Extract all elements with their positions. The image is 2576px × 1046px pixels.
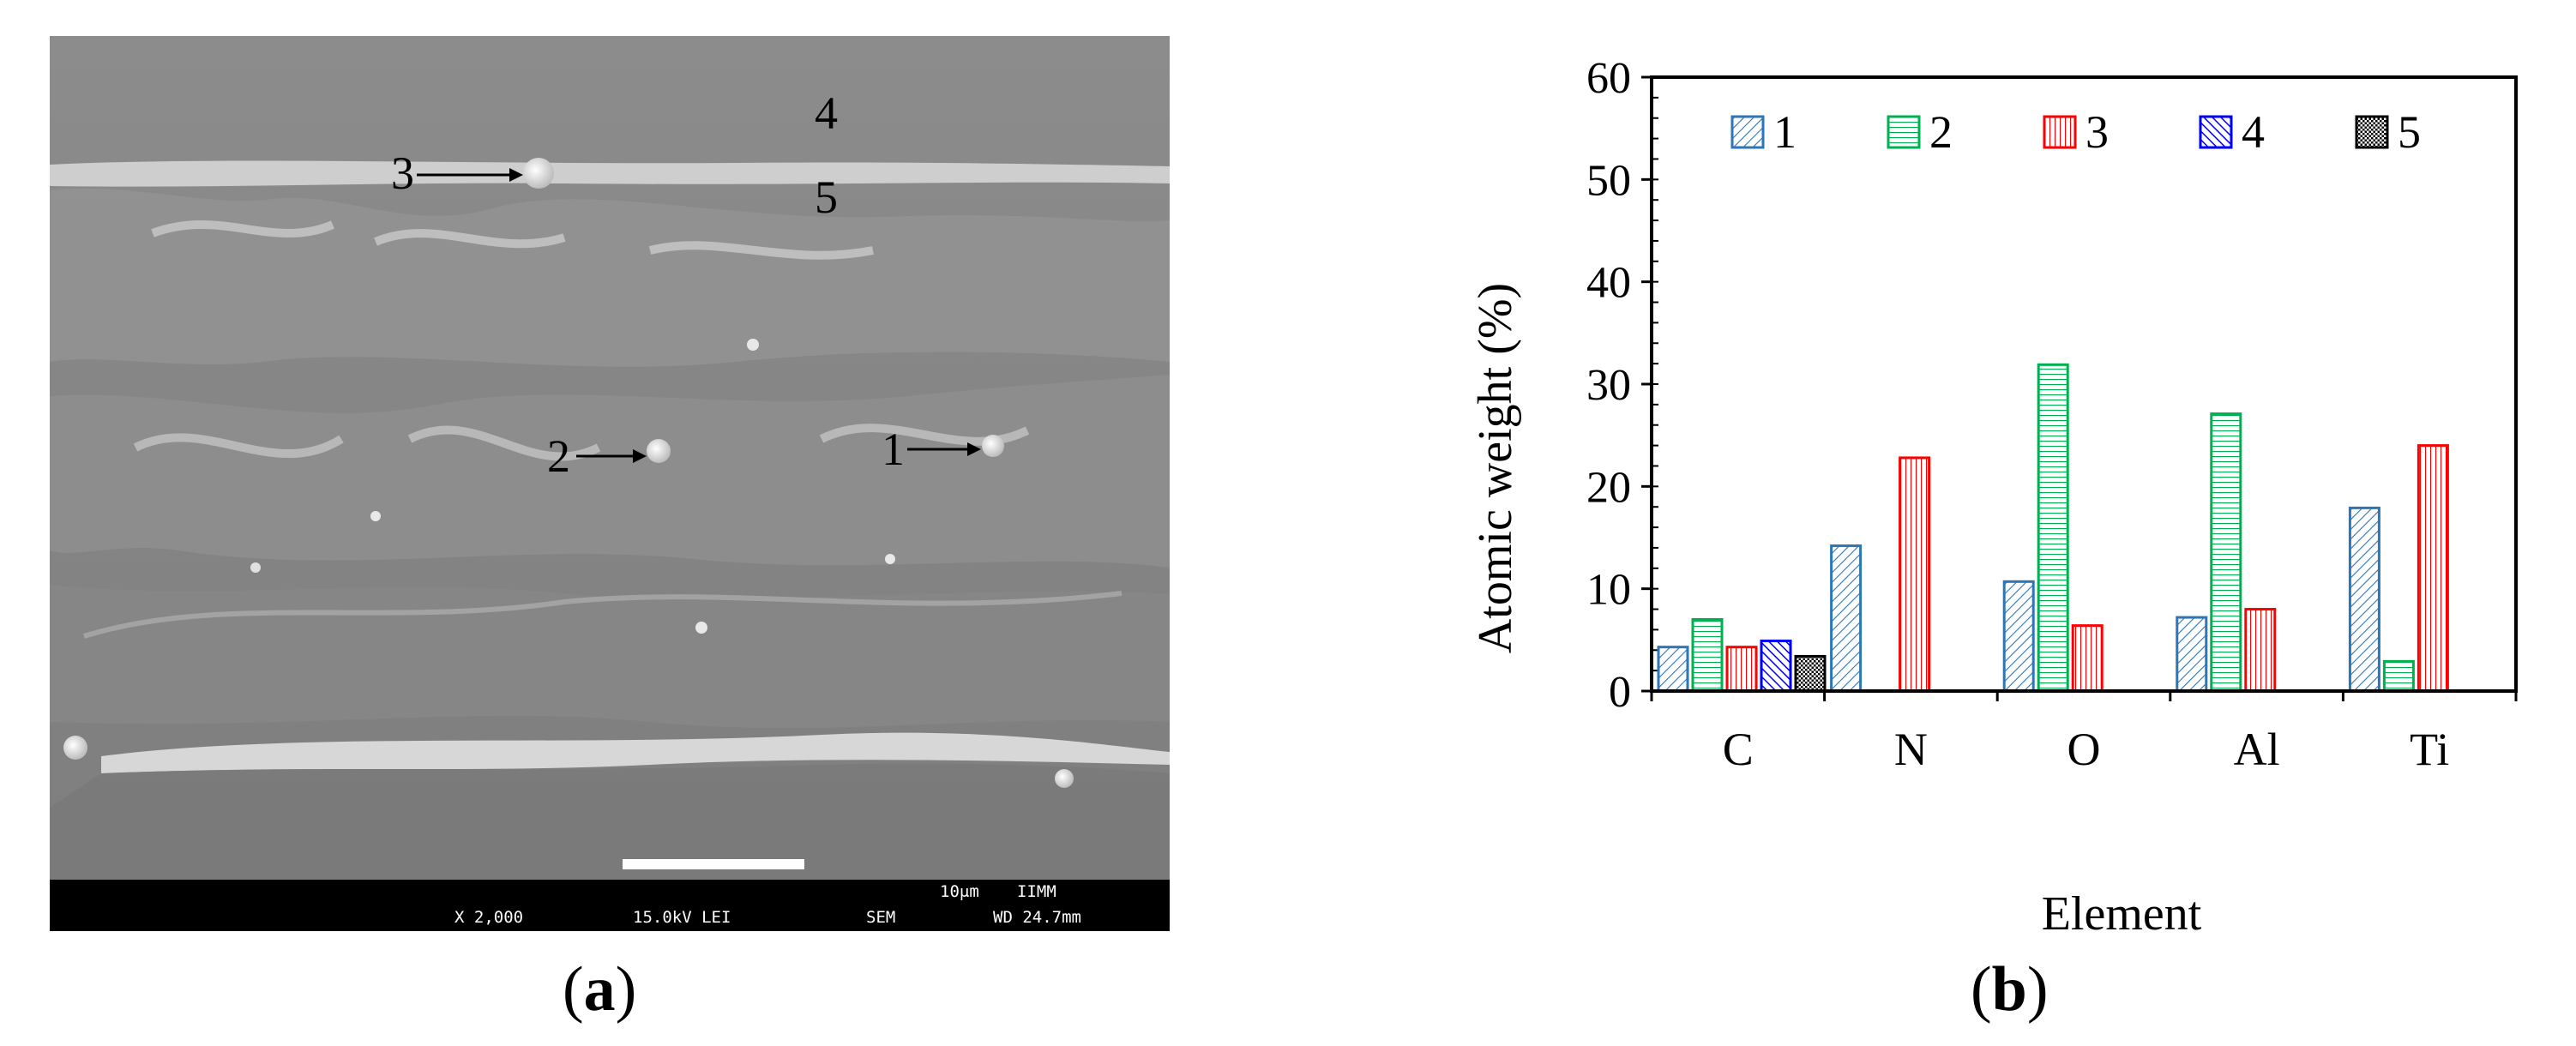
- bars: [1657, 363, 2449, 693]
- marker-label-2: 2: [547, 430, 570, 482]
- y-axis: 0 10 20 30 40 50 60: [1586, 54, 1658, 717]
- bar-C-series-2: [1691, 617, 1724, 693]
- y-tick-label: 50: [1586, 156, 1631, 205]
- bar-O-series-3: [2071, 624, 2104, 693]
- track-band: [50, 763, 1170, 880]
- label-close-paren: ): [2026, 954, 2049, 1025]
- x-tick-label: N: [1894, 724, 1928, 775]
- label-letter: a: [583, 954, 616, 1025]
- plot-area: 0 10 20 30 40 50 60 C N O Al Ti 1 2 3 4 5: [1586, 54, 2518, 775]
- legend-swatch-4: [2199, 115, 2233, 149]
- track-ridge: [50, 160, 1170, 187]
- magnification-text: X 2,000: [454, 908, 523, 927]
- bar-Ti-series-2: [2382, 659, 2415, 693]
- bar-Al-series-3: [2244, 608, 2277, 693]
- legend-swatch-1: [1730, 115, 1765, 149]
- legend: 1 2 3 4 5: [1730, 106, 2421, 158]
- lab-text: IIMM: [1017, 882, 1056, 901]
- panel-label-a: (a): [563, 953, 636, 1026]
- x-tick-label: O: [2067, 724, 2101, 775]
- particle: [695, 622, 707, 634]
- label-close-paren: ): [615, 954, 637, 1025]
- legend-swatch-2: [1887, 115, 1921, 149]
- label-open-paren: (: [1971, 954, 1992, 1025]
- bar-Al-series-2: [2210, 412, 2242, 693]
- particle-2: [647, 439, 671, 463]
- track-band: [50, 188, 1170, 367]
- chart-svg: 0 10 20 30 40 50 60 C N O Al Ti 1 2 3 4 5 Atomic weight …: [1469, 54, 2518, 941]
- y-axis-label: Atomic weight (%): [1469, 283, 1522, 653]
- marker-arrow-head: [633, 449, 647, 463]
- marker-label-3: 3: [391, 147, 414, 199]
- legend-label-4: 4: [2242, 106, 2265, 158]
- particle: [885, 554, 895, 564]
- marker-label-5: 5: [815, 171, 838, 223]
- bar-Ti-series-1: [2348, 506, 2380, 693]
- marker-label-1: 1: [882, 424, 905, 475]
- ridge-highlight: [151, 220, 874, 260]
- scale-text: 10μm: [940, 882, 979, 901]
- ridge-highlight: [83, 591, 1122, 639]
- working-distance-text: WD 24.7mm: [993, 908, 1081, 927]
- legend-label-2: 2: [1929, 106, 1953, 158]
- bar-O-series-2: [2037, 363, 2069, 693]
- track-band: [50, 585, 1170, 729]
- x-tick-label: Al: [2234, 724, 2280, 775]
- plot-frame: [1650, 75, 2518, 693]
- y-tick-label: 60: [1586, 54, 1631, 103]
- x-tick-label: Ti: [2410, 724, 2449, 775]
- y-tick-label: 0: [1609, 668, 1631, 717]
- bar-Ti-series-3: [2417, 444, 2449, 693]
- y-tick-label: 30: [1586, 361, 1631, 410]
- panel-label-b: (b): [1971, 953, 2048, 1026]
- particle: [747, 339, 759, 351]
- legend-swatch-5: [2355, 115, 2389, 149]
- particle: [250, 562, 261, 573]
- bar-N-series-1: [1830, 544, 1863, 693]
- voltage-text: 15.0kV LEI: [633, 908, 731, 927]
- bar-Al-series-1: [2176, 616, 2208, 693]
- label-open-paren: (: [563, 954, 584, 1025]
- marker-label-4: 4: [815, 87, 838, 139]
- x-axis-label: Element: [2042, 887, 2202, 941]
- track-band: [50, 375, 1170, 568]
- legend-swatch-3: [2043, 115, 2077, 149]
- bar-C-series-4: [1760, 640, 1792, 693]
- sem-image: 10μm IIMM X 2,000 15.0kV LEI SEM WD 24.7…: [50, 36, 1170, 931]
- track-ridge: [101, 732, 1170, 773]
- marker-arrow-head: [967, 442, 981, 456]
- mode-text: SEM: [866, 908, 895, 927]
- particle: [370, 511, 381, 521]
- y-tick-label: 20: [1586, 463, 1631, 512]
- bar-O-series-1: [2002, 580, 2035, 693]
- bar-chart: 0 10 20 30 40 50 60 C N O Al Ti 1 2 3 4 5 Atomic weight …: [1458, 34, 2555, 960]
- label-letter: b: [1991, 954, 2027, 1025]
- legend-label-1: 1: [1773, 106, 1797, 158]
- sem-info-bar: [50, 880, 1170, 931]
- bar-C-series-1: [1657, 646, 1689, 693]
- bar-C-series-5: [1794, 654, 1827, 693]
- x-tick-label: C: [1723, 724, 1754, 775]
- y-tick-label: 40: [1586, 259, 1631, 308]
- sem-micrograph: 10μm IIMM X 2,000 15.0kV LEI SEM WD 24.7…: [50, 36, 1170, 931]
- particle-1: [982, 435, 1004, 457]
- particle-3: [523, 158, 554, 189]
- particle: [1055, 769, 1074, 788]
- legend-label-3: 3: [2085, 106, 2109, 158]
- bar-N-series-3: [1899, 456, 1931, 693]
- scale-bar: [623, 859, 804, 869]
- y-tick-label: 10: [1586, 566, 1631, 615]
- bar-C-series-3: [1725, 646, 1758, 693]
- particle: [63, 736, 87, 760]
- legend-label-5: 5: [2398, 106, 2421, 158]
- marker-arrow-head: [509, 168, 523, 182]
